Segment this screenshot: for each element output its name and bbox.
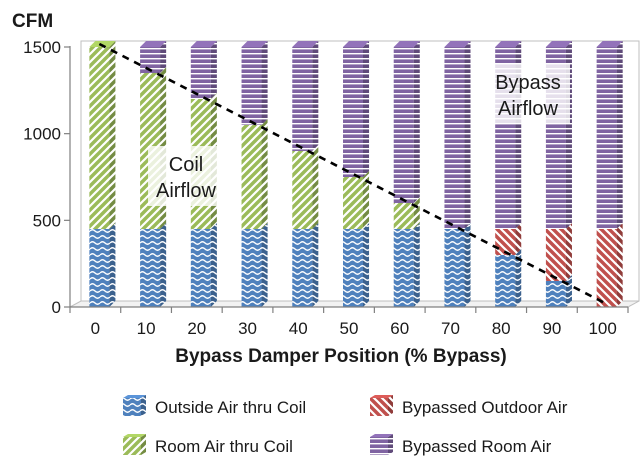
bar-top-cap (545, 41, 572, 47)
bar-segment (545, 275, 572, 307)
bar-top-cap (190, 41, 217, 47)
annotation-line: Bypass (495, 72, 561, 94)
annotation-line: Airflow (156, 180, 217, 202)
bar-stack-30 (241, 41, 268, 307)
bar-stack-50 (343, 41, 370, 307)
y-tick-label: 1500 (23, 38, 61, 57)
bar-segment (190, 41, 217, 99)
bar-segment (545, 223, 572, 281)
legend-label: Room Air thru Coil (155, 437, 293, 456)
legend-label: Bypassed Outdoor Air (402, 398, 568, 417)
bar-segment (241, 41, 268, 125)
x-tick-label: 70 (441, 319, 460, 338)
bar-top-cap (140, 41, 167, 47)
annotation-line: Coil (169, 154, 203, 176)
x-tick-label: 0 (91, 319, 100, 338)
bar-top-cap (89, 41, 116, 47)
y-tick-label: 1000 (23, 125, 61, 144)
legend-label: Bypassed Room Air (402, 437, 552, 456)
bar-segment (495, 223, 522, 255)
bar-segment (292, 145, 319, 229)
bar-segment (343, 223, 370, 307)
bar-segment (495, 249, 522, 307)
x-tick-label: 30 (238, 319, 257, 338)
bar-top-cap (343, 41, 370, 47)
x-tick-label: 50 (340, 319, 359, 338)
bar-top-cap (495, 41, 522, 47)
bar-segment (190, 223, 217, 307)
bar-segment (393, 41, 420, 203)
bar-top-cap (393, 41, 420, 47)
bar-segment (89, 223, 116, 307)
bar-stack-0 (89, 41, 116, 307)
bar-top-cap (241, 41, 268, 47)
bar-segment (292, 41, 319, 151)
bypass-airflow-annotation: Bypass Airflow (486, 64, 570, 124)
bar-stack-100 (596, 41, 623, 307)
bar-segment (393, 223, 420, 307)
legend-item: Bypassed Room Air (370, 434, 552, 456)
bar-top-cap (444, 41, 471, 47)
y-tick-label: 500 (33, 211, 61, 230)
x-tick-label: 90 (542, 319, 561, 338)
bar-segment (596, 41, 623, 229)
x-tick-label: 10 (137, 319, 156, 338)
x-tick-label: 100 (588, 319, 616, 338)
x-tick-label: 40 (289, 319, 308, 338)
x-tick-label: 60 (390, 319, 409, 338)
bar-segment (140, 41, 167, 73)
y-axis-title: CFM (12, 11, 53, 32)
dashed-trend-line (98, 42, 608, 306)
coil-airflow-annotation: Coil Airflow (148, 146, 224, 206)
bar-segment (444, 223, 471, 307)
x-tick-label: 80 (492, 319, 511, 338)
x-tick-label: 20 (187, 319, 206, 338)
bar-segment (444, 41, 471, 229)
bar-segment (140, 223, 167, 307)
legend-item: Room Air thru Coil (123, 434, 293, 456)
bar-segment (241, 223, 268, 307)
bar-stack-60 (393, 41, 420, 307)
bar-segment (343, 41, 370, 177)
annotation-line: Airflow (498, 98, 559, 120)
legend-swatch (123, 437, 141, 455)
legend-swatch (370, 437, 388, 455)
bar-segment (292, 223, 319, 307)
bar-top-cap (292, 41, 319, 47)
legend-swatch (123, 398, 141, 416)
bar-stack-40 (292, 41, 319, 307)
legend-swatch (370, 398, 388, 416)
bar-segment (596, 223, 623, 307)
bar-segment (241, 119, 268, 229)
bar-top-cap (596, 41, 623, 47)
legend-item: Outside Air thru Coil (123, 395, 306, 417)
legend-label: Outside Air thru Coil (155, 398, 306, 417)
bar-segment (343, 171, 370, 229)
x-axis-title: Bypass Damper Position (% Bypass) (175, 346, 507, 367)
bar-stack-70 (444, 41, 471, 307)
bar-segment (89, 41, 116, 229)
legend-item: Bypassed Outdoor Air (370, 395, 568, 417)
y-tick-label: 0 (52, 298, 61, 317)
